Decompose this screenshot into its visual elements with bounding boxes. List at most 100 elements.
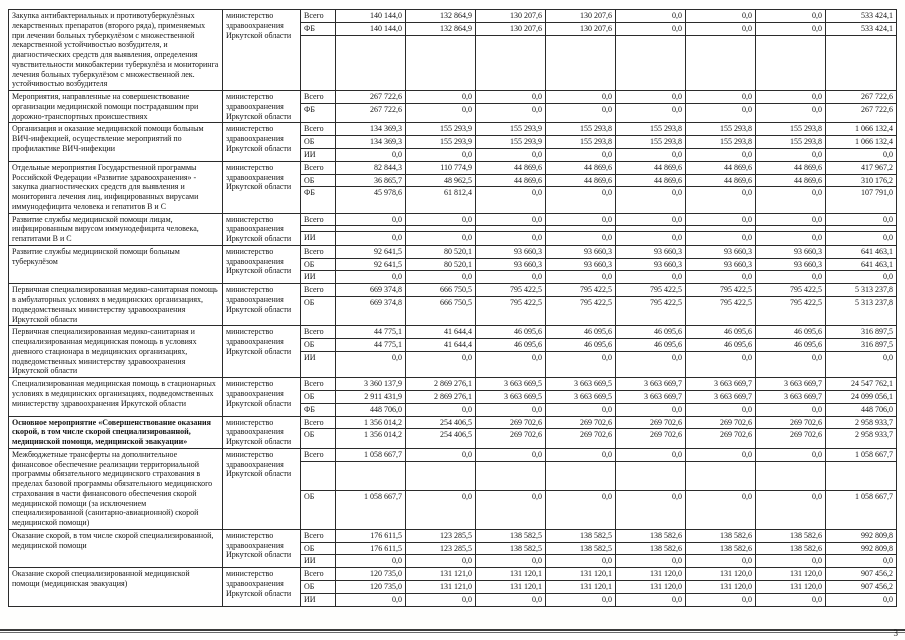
year-value-cell: 269 702,6: [476, 429, 546, 448]
year-value-cell: 176 611,5: [336, 542, 406, 555]
year-value-cell: 0,0: [616, 271, 686, 284]
year-value-cell: 0,0: [336, 593, 406, 606]
year-value-cell: [476, 461, 546, 490]
table-row: Отдельные мероприятия Государственной пр…: [9, 160, 896, 213]
year-value-cell: 0,0: [546, 403, 616, 416]
table-row: Мероприятия, направленные на совершенств…: [9, 90, 896, 123]
year-value-cell: 795 422,5: [616, 284, 686, 296]
ministry-cell: министерство здравоохранения Иркутской о…: [223, 284, 301, 326]
year-value-cell: 0,0: [546, 351, 616, 377]
year-value-cell: 155 293,9: [406, 136, 476, 148]
year-value-cell: 0,0: [616, 91, 686, 103]
year-value-cell: 669 374,8: [336, 297, 406, 326]
budget-line: ФБ 45 978,6 61 812,4 0,0 0,0 0,0 0,0 0,0 107 791…: [301, 187, 896, 213]
year-value-cell: 46 095,6: [686, 339, 756, 351]
year-value-cell: 0,0: [476, 232, 546, 245]
budget-line: Всего 3 360 137,9 2 869 276,1 3 663 669,5 3 …: [301, 378, 896, 391]
year-value-cell: 0,0: [686, 103, 756, 123]
funding-source-cell: ИИ: [301, 232, 336, 245]
year-value-cell: 138 582,6: [616, 542, 686, 555]
year-value-cell: 0,0: [476, 490, 546, 529]
year-value-cell: 0,0: [616, 22, 686, 35]
total-value-cell: [826, 462, 896, 490]
funding-source-cell: ОБ: [301, 390, 336, 403]
year-value-cell: 269 702,6: [616, 416, 686, 429]
year-value-cell: 0,0: [686, 148, 756, 161]
year-value-cell: 254 406,5: [406, 416, 476, 429]
year-value-cell: 36 865,7: [336, 174, 406, 187]
year-value-cell: 795 422,5: [686, 297, 756, 326]
total-value-cell: [826, 36, 896, 91]
table-row: Развитие службы медицинской помощи больн…: [9, 244, 896, 284]
funding-source-cell: Всего: [301, 161, 336, 174]
budget-line: ОБ 92 641,5 80 520,1 93 660,3 93 660,3 93 660…: [301, 258, 896, 272]
measure-name-cell: Первичная специализированная медико-сани…: [9, 284, 223, 326]
year-value-cell: [756, 35, 826, 90]
table-row: Развитие службы медицинской помощи лицам…: [9, 212, 896, 245]
budget-line: Всего 140 144,0 132 864,9 130 207,6 130 207,…: [301, 10, 896, 23]
year-value-cell: [546, 226, 616, 232]
year-value-cell: 0,0: [406, 490, 476, 529]
total-value-cell: 907 456,2: [861, 569, 893, 579]
year-value-cell: 0,0: [336, 232, 406, 245]
year-value-cell: 0,0: [686, 187, 756, 213]
year-value-cell: 0,0: [686, 555, 756, 568]
budget-line: ФБ 448 706,0 0,0 0,0 0,0 0,0 0,0 0,0 448 706,0: [301, 403, 896, 416]
year-value-cell: 3 663 669,5: [476, 390, 546, 403]
funding-source-cell: ОБ: [301, 581, 336, 593]
year-value-cell: 131 120,0: [616, 581, 686, 593]
funding-source-cell: [301, 461, 336, 490]
budget-line: ИИ 0,0 0,0 0,0 0,0 0,0 0,0 0,0 0,0: [301, 271, 896, 284]
year-value-cell: 155 293,8: [756, 123, 826, 135]
year-value-cell: 0,0: [616, 10, 686, 22]
budget-line: ОБ 669 374,8 666 750,5 795 422,5 795 422,5 79…: [301, 297, 896, 326]
budget-lines: Всего 669 374,8 666 750,5 795 422,5 795 422,…: [301, 284, 896, 326]
year-value-cell: 1 058 667,7: [336, 490, 406, 529]
year-value-cell: 0,0: [406, 91, 476, 103]
funding-source-cell: ОБ: [301, 542, 336, 555]
funding-source-cell: ИИ: [301, 351, 336, 377]
year-value-cell: 93 660,3: [546, 258, 616, 271]
spacer-line: [301, 461, 896, 491]
total-value-cell: 1 058 667,7: [855, 449, 893, 459]
year-value-cell: 0,0: [686, 232, 756, 245]
year-value-cell: 155 293,8: [686, 136, 756, 148]
year-value-cell: 0,0: [476, 148, 546, 161]
budget-lines: Всего 134 369,3 155 293,9 155 293,9 155 293,…: [301, 123, 896, 161]
year-value-cell: 0,0: [406, 213, 476, 226]
year-value-cell: 46 095,6: [756, 326, 826, 338]
year-value-cell: 795 422,5: [546, 297, 616, 326]
year-value-cell: 3 663 669,7: [616, 378, 686, 390]
budget-lines: Всего 44 775,1 41 644,4 46 095,6 46 095,6 46 …: [301, 326, 896, 377]
budget-line: ИИ 0,0 0,0 0,0 0,0 0,0 0,0 0,0 0,0: [301, 593, 896, 606]
budget-line: Всего 267 722,6 0,0 0,0 0,0 0,0 0,0 0,0 267 722,…: [301, 91, 896, 104]
year-value-cell: 140 144,0: [336, 10, 406, 22]
year-value-cell: 130 207,6: [476, 22, 546, 35]
year-value-cell: 0,0: [616, 187, 686, 213]
ministry-cell: министерство здравоохранения Иркутской о…: [223, 529, 301, 568]
budget-lines: Всего 140 144,0 132 864,9 130 207,6 130 207,…: [301, 10, 896, 90]
budget-lines: Всего 176 611,5 123 285,5 138 582,5 138 582,…: [301, 529, 896, 568]
year-value-cell: 0,0: [336, 351, 406, 377]
year-value-cell: 269 702,6: [546, 416, 616, 429]
year-value-cell: 155 293,8: [616, 123, 686, 135]
year-value-cell: 0,0: [546, 148, 616, 161]
measure-name-cell: Закупка антибактериальных и противотубер…: [9, 10, 223, 90]
budget-line: Всего 1 356 014,2 254 406,5 269 702,6 269 70…: [301, 416, 896, 430]
total-value-cell: 24 099 056,1: [851, 391, 893, 401]
ministry-cell: министерство здравоохранения Иркутской о…: [223, 378, 301, 416]
year-value-cell: [546, 461, 616, 490]
budget-line: ИИ 0,0 0,0 0,0 0,0 0,0 0,0 0,0 0,0: [301, 555, 896, 568]
funding-source-cell: [301, 35, 336, 90]
year-value-cell: 0,0: [756, 10, 826, 22]
total-value-cell: 641 463,1: [861, 246, 893, 256]
year-value-cell: 269 702,6: [476, 416, 546, 429]
year-value-cell: 0,0: [686, 448, 756, 461]
year-value-cell: 0,0: [756, 593, 826, 606]
year-value-cell: 0,0: [336, 555, 406, 568]
year-value-cell: 93 660,3: [546, 245, 616, 258]
year-value-cell: 131 120,0: [756, 581, 826, 593]
table-row: Первичная специализированная медико-сани…: [9, 283, 896, 326]
budget-line: Всего 92 641,5 80 520,1 93 660,3 93 660,3 93 …: [301, 245, 896, 259]
year-value-cell: [336, 461, 406, 490]
